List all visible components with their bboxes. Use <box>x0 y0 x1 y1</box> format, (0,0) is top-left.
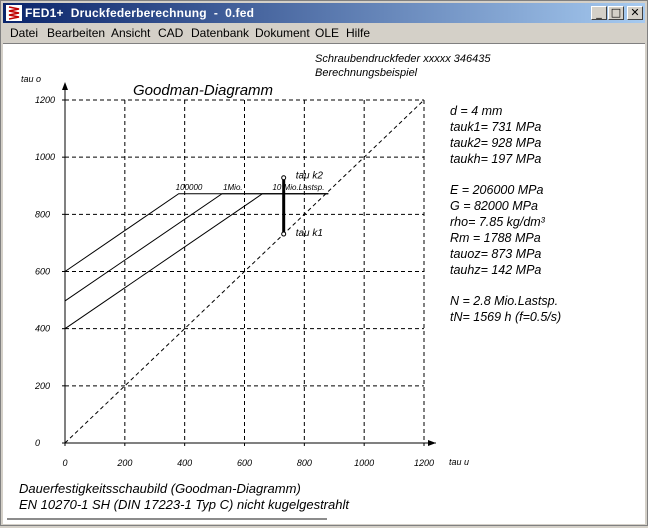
x-tick-label: 600 <box>237 458 252 468</box>
annotation-tau-k2: tau k2 <box>296 171 324 182</box>
result-tauoz: tauoz= 873 MPa <box>450 247 541 261</box>
x-tick-label: 800 <box>297 458 312 468</box>
y-tick-label: 200 <box>34 381 50 391</box>
series-label-2: 10 Mio.Lastsp. <box>272 183 324 192</box>
series-label-0: 100000 <box>176 183 203 192</box>
header-line1: Schraubendruckfeder xxxxx 346435 <box>315 53 491 65</box>
result-n: N = 2.8 Mio.Lastsp. <box>450 294 558 308</box>
goodman-chart: Schraubendruckfeder xxxxx 346435 Berechn… <box>7 53 561 520</box>
result-tauk1: tauk1= 731 MPa <box>450 120 541 134</box>
menu-ole[interactable]: OLE <box>315 26 340 40</box>
maximize-button[interactable]: □ <box>608 6 624 20</box>
tau-k2-point <box>281 175 287 181</box>
y-axis-label: tau o <box>21 74 41 84</box>
y-tick-label: 800 <box>35 209 50 219</box>
result-tn: tN= 1569 h (f=0.5/s) <box>450 310 561 324</box>
x-tick-label: 1000 <box>354 458 374 468</box>
y-tick-label: 600 <box>35 267 50 277</box>
close-icon: ✕ <box>630 6 640 19</box>
result-taukh: taukh= 197 MPa <box>450 152 541 166</box>
x-tick-label: 0 <box>62 458 67 468</box>
x-tick-label: 1200 <box>414 458 434 468</box>
result-tauk2: tauk2= 928 MPa <box>450 136 541 150</box>
chart-title: Goodman-Diagramm <box>133 82 273 99</box>
menu-datei[interactable]: Datei <box>10 26 39 40</box>
diagonal-reference-line <box>64 99 425 444</box>
menu-ansicht[interactable]: Ansicht <box>111 26 151 40</box>
minimize-button[interactable]: _ <box>591 6 607 20</box>
series-line-2 <box>64 193 329 330</box>
result-tauhz: tauhz= 142 MPa <box>450 263 541 277</box>
y-tick-label: 1200 <box>35 95 55 105</box>
menu-dokument[interactable]: Dokument <box>255 26 310 40</box>
drawing-canvas: Schraubendruckfeder xxxxx 346435 Berechn… <box>3 43 645 524</box>
result-rho: rho= 7.85 kg/dm³ <box>450 215 546 229</box>
minimize-icon: _ <box>596 6 602 19</box>
menu-hilfe[interactable]: Hilfe <box>346 26 371 40</box>
spring-icon <box>6 5 22 21</box>
x-tick-label: 400 <box>177 458 192 468</box>
series-label-1: 1Mio. <box>223 183 243 192</box>
menu-bar: Datei Bearbeiten Ansicht CAD Datenbank D… <box>3 23 645 43</box>
y-tick-label: 0 <box>35 438 40 448</box>
menu-bearbeiten[interactable]: Bearbeiten <box>47 26 106 40</box>
results-block-1: d = 4 mm tauk1= 731 MPa tauk2= 928 MPa t… <box>450 104 541 166</box>
maximize-icon: □ <box>610 6 622 19</box>
fine-print <box>7 518 327 520</box>
result-g: G = 82000 MPa <box>450 199 538 213</box>
footer-line1: Dauerfestigkeitsschaubild (Goodman-Diagr… <box>19 481 301 496</box>
result-e: E = 206000 MPa <box>450 183 544 197</box>
y-tick-label: 1000 <box>35 152 55 162</box>
y-axis-arrow <box>62 82 68 90</box>
x-axis-label: tau u <box>449 457 469 467</box>
title-bar[interactable]: FED1+ Druckfederberechnung - 0.fed _ □ ✕ <box>3 3 645 23</box>
window-title: FED1+ Druckfederberechnung - 0.fed <box>25 6 255 20</box>
results-block-2: E = 206000 MPa G = 82000 MPa rho= 7.85 k… <box>450 183 546 277</box>
tau-k1-point <box>281 231 287 237</box>
close-button[interactable]: ✕ <box>627 6 643 20</box>
footer-line2: EN 10270-1 SH (DIN 17223-1 Typ C) nicht … <box>19 497 350 512</box>
result-rm: Rm = 1788 MPa <box>450 231 541 245</box>
x-tick-label: 200 <box>116 458 132 468</box>
results-block-3: N = 2.8 Mio.Lastsp. tN= 1569 h (f=0.5/s) <box>450 294 561 324</box>
annotation-tau-k1: tau k1 <box>296 228 323 239</box>
series-line-0 <box>64 193 329 272</box>
result-d: d = 4 mm <box>450 104 502 118</box>
y-tick-label: 400 <box>35 324 50 334</box>
header-line2: Berechnungsbeispiel <box>315 67 418 79</box>
menu-cad[interactable]: CAD <box>158 26 184 40</box>
menu-datenbank[interactable]: Datenbank <box>191 26 250 40</box>
x-axis-arrow <box>428 440 436 446</box>
series-line-1 <box>64 193 329 302</box>
